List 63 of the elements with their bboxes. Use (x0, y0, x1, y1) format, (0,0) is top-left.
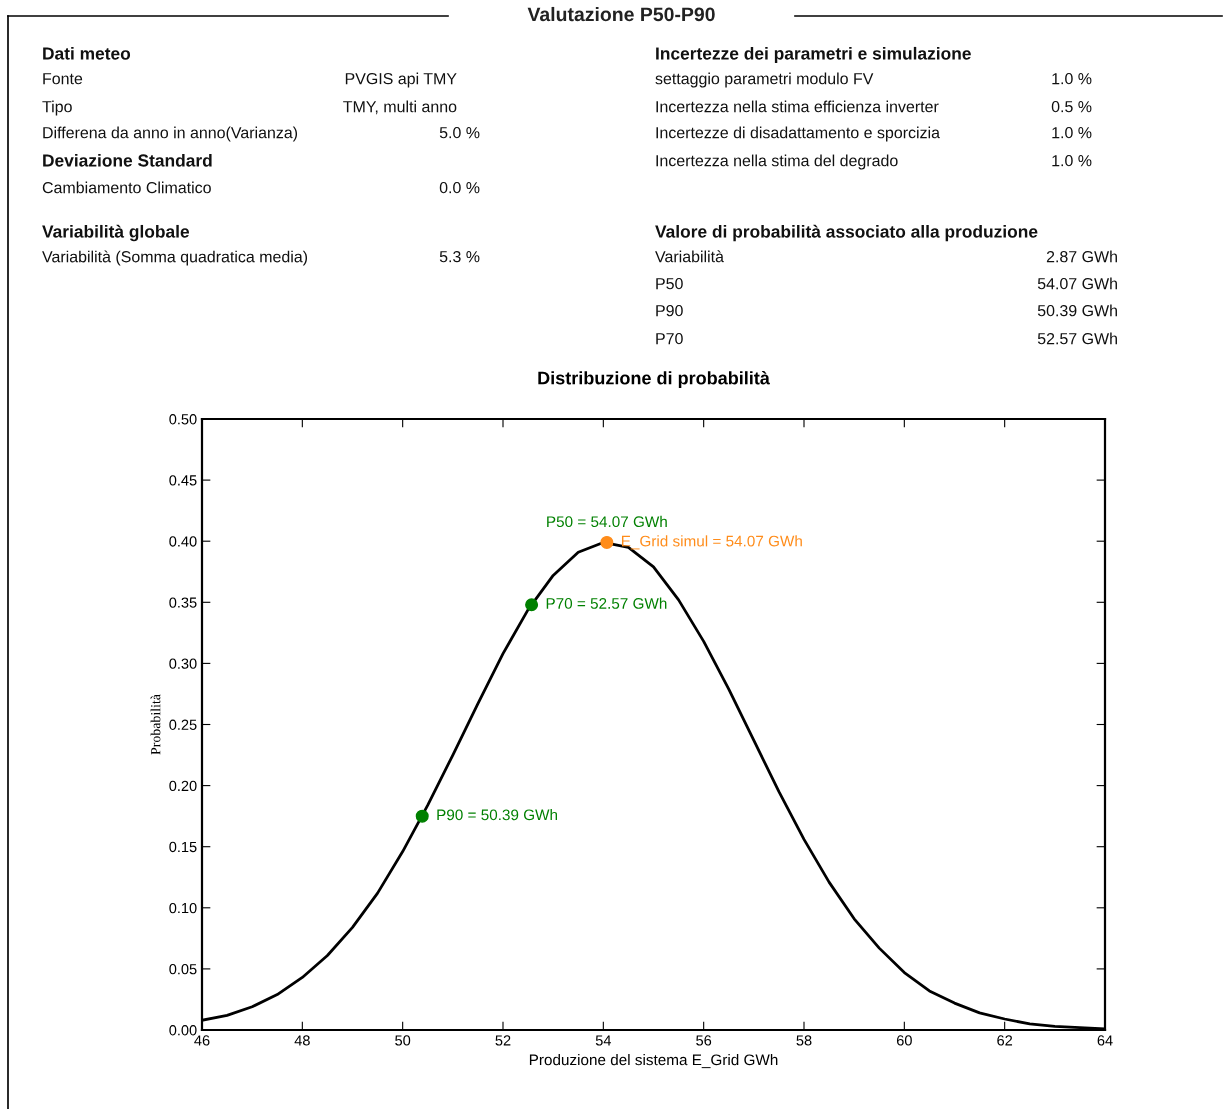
text: 5.3 % (439, 250, 480, 263)
text: Differena da anno in anno(Varianza) (43, 126, 298, 142)
text: P70 (656, 332, 683, 345)
text: 0.0 % (439, 181, 480, 194)
text: Dati meteo (43, 46, 131, 60)
y-tick-label: 0.20 (169, 780, 197, 792)
text: 52.57 GWh (1037, 332, 1117, 345)
y-tick-label: 0.10 (169, 902, 197, 914)
text: Incertezza nella stima del degrado (656, 154, 898, 170)
text: TMY, multi anno (343, 100, 457, 115)
y-tick-label: 0.15 (169, 841, 197, 853)
text: 5.0 % (439, 126, 480, 139)
x-axis-title: Produzione del sistema E_Grid GWh (529, 1054, 778, 1069)
point (415, 809, 429, 823)
x-tick-label: 62 (997, 1035, 1013, 1046)
text: 50.39 GWh (1037, 304, 1117, 317)
y-axis-title: Probabilità (150, 694, 161, 755)
x-tick-label: 50 (395, 1035, 411, 1046)
text: Incertezze dei parametri e simulazione (656, 46, 971, 64)
point (600, 535, 614, 549)
y-tick-label: 0.00 (169, 1025, 197, 1036)
chart-title: Distribuzione di probabilità (538, 371, 770, 389)
text: P50 (656, 277, 683, 290)
text: Incertezza nella stima efficienza inverter (656, 100, 939, 113)
x-tick-label: 64 (1097, 1035, 1113, 1046)
text: 1.0 % (1052, 72, 1092, 85)
text: 1.0 % (1052, 154, 1092, 167)
text: Cambiamento Climatico (42, 181, 211, 194)
text: Incertezze di disadattamento e sporcizia (656, 126, 940, 142)
y-tick-label: 0.30 (169, 658, 197, 669)
text: Fonte (43, 73, 83, 85)
series-label: E_Grid simul = 54.07 GWh (621, 535, 802, 550)
annotation: P70 = 52.57 GWh (546, 597, 667, 609)
x-tick-label: 48 (294, 1035, 310, 1046)
text: PVGIS api TMY (345, 72, 457, 88)
text: Variabilità globale (42, 224, 190, 242)
y-tick-label: 0.50 (169, 414, 197, 425)
text: settaggio parametri modulo FV (655, 72, 874, 88)
text: Variabilità (Somma quadratica media) (42, 250, 308, 266)
x-tick-label: 56 (696, 1035, 712, 1046)
y-tick-label: 0.05 (169, 964, 197, 975)
text: Tipo (42, 100, 72, 116)
text: 0.5 % (1051, 100, 1092, 113)
text: 1.0 % (1052, 126, 1092, 139)
x-tick-label: 58 (796, 1035, 812, 1046)
text: 2.87 GWh (1046, 250, 1117, 263)
x-tick-label: 52 (495, 1035, 511, 1046)
text: Valore di probabilità associato alla produzione (655, 224, 1038, 242)
text: Valutazione P50-P90 (527, 6, 715, 22)
text: 54.07 GWh (1037, 277, 1117, 290)
y-tick-label: 0.45 (169, 475, 197, 486)
y-tick-label: 0.25 (169, 719, 197, 730)
annotation: P90 = 50.39 GWh (437, 809, 557, 821)
point (525, 598, 539, 612)
text: Deviazione Standard (43, 153, 212, 167)
x-tick-label: 54 (595, 1035, 612, 1046)
x-tick-label: 60 (896, 1035, 912, 1046)
y-tick-label: 0.35 (169, 597, 197, 608)
x-tick-label: 46 (194, 1035, 210, 1046)
annotation: P50 = 54.07 GWh (547, 515, 667, 528)
y-tick-label: 0.40 (169, 536, 197, 547)
text: Variabilità (655, 250, 724, 263)
text: P90 (656, 304, 683, 317)
